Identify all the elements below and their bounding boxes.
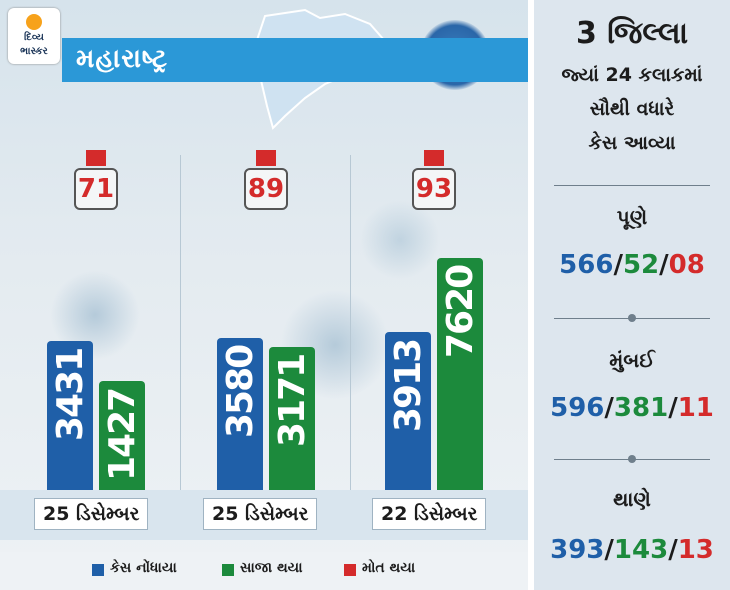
bar-recovered <box>269 346 315 490</box>
district-cases: 596 <box>550 393 605 423</box>
state-title: મહારાષ્ટ્ર <box>76 44 168 74</box>
bar-recovered-label: 7620 <box>440 265 481 358</box>
district-stats: 393/143/13 <box>550 535 714 565</box>
district-stats: 566/52/08 <box>559 250 705 280</box>
column-separator <box>350 155 351 490</box>
column-separator <box>180 155 181 490</box>
sidebar-subtitle-3: કેસ આવ્યા <box>588 132 676 154</box>
legend-swatch-recovered <box>222 564 234 576</box>
district-deaths: 08 <box>668 250 705 280</box>
district-deaths: 13 <box>677 535 714 565</box>
date-label-2: 25 ડિસેમ્બર <box>203 498 318 530</box>
bar-cases-label: 3431 <box>50 349 91 442</box>
state-banner: મહારાષ્ટ્ર <box>62 38 528 82</box>
legend-label-recovered: સાજા થયા <box>240 560 303 576</box>
bar-recovered-label: 3171 <box>272 354 313 447</box>
bar-recovered <box>99 381 145 490</box>
bar-cases-label: 3580 <box>220 346 261 439</box>
sun-icon <box>26 14 42 30</box>
sidebar-subtitle-2: સૌથી વધારે <box>589 98 675 120</box>
death-value: 71 <box>74 168 118 210</box>
legend-label-deaths: મોત થયા <box>362 560 416 576</box>
legend-swatch-cases <box>92 564 104 576</box>
district-name: મુંબઈ <box>609 348 655 372</box>
district-stats: 596/381/11 <box>550 393 714 423</box>
death-marker <box>256 150 276 166</box>
district-recovered: 52 <box>622 250 660 280</box>
districts-panel: 3 જિલ્લા જ્યાં 24 કલાકમાં સૌથી વધારે કેસ… <box>534 0 730 590</box>
district-cases: 393 <box>550 535 605 565</box>
legend: કેસ નોંધાયા સાજા થયા મોત થયા <box>0 552 528 590</box>
death-marker <box>86 150 106 166</box>
district-cases: 566 <box>559 250 614 280</box>
bar-recovered <box>437 257 483 490</box>
logo-line-2: ભાસ્કર <box>20 46 48 57</box>
separator-dot <box>628 455 636 463</box>
bar-cases <box>217 338 263 490</box>
legend-swatch-deaths <box>344 564 356 576</box>
sidebar-title: 3 જિલ્લા <box>575 16 689 51</box>
district-name: પૂણે <box>616 205 648 229</box>
bar-cases-label: 3913 <box>388 339 429 432</box>
death-value: 93 <box>412 168 456 210</box>
date-label-3: 22 ડિસેમ્બર <box>372 498 487 530</box>
sidebar-subtitle-1: જ્યાં 24 કલાકમાં <box>561 64 703 86</box>
date-label-1: 25 ડિસેમ્બર <box>34 498 149 530</box>
district-recovered: 381 <box>613 393 669 423</box>
legend-label-cases: કેસ નોંધાયા <box>110 560 177 576</box>
bar-cases <box>385 331 431 490</box>
logo-line-1: દિવ્ય <box>24 32 44 43</box>
chart-panel: મહારાષ્ટ્ર દિવ્ય ભાસ્કર 3431 1427 71 3580 31… <box>0 0 528 590</box>
district-name: થાણે <box>613 487 651 511</box>
sidebar-separator <box>554 185 710 186</box>
death-value: 89 <box>244 168 288 210</box>
death-marker <box>424 150 444 166</box>
separator-dot <box>628 314 636 322</box>
district-deaths: 11 <box>677 393 714 423</box>
panel-divider <box>528 0 534 590</box>
district-recovered: 143 <box>613 535 669 565</box>
bar-cases <box>47 341 93 490</box>
brand-logo: દિવ્ય ભાસ્કર <box>8 8 60 64</box>
bar-recovered-label: 1427 <box>102 389 143 482</box>
virus-decoration <box>360 200 440 280</box>
